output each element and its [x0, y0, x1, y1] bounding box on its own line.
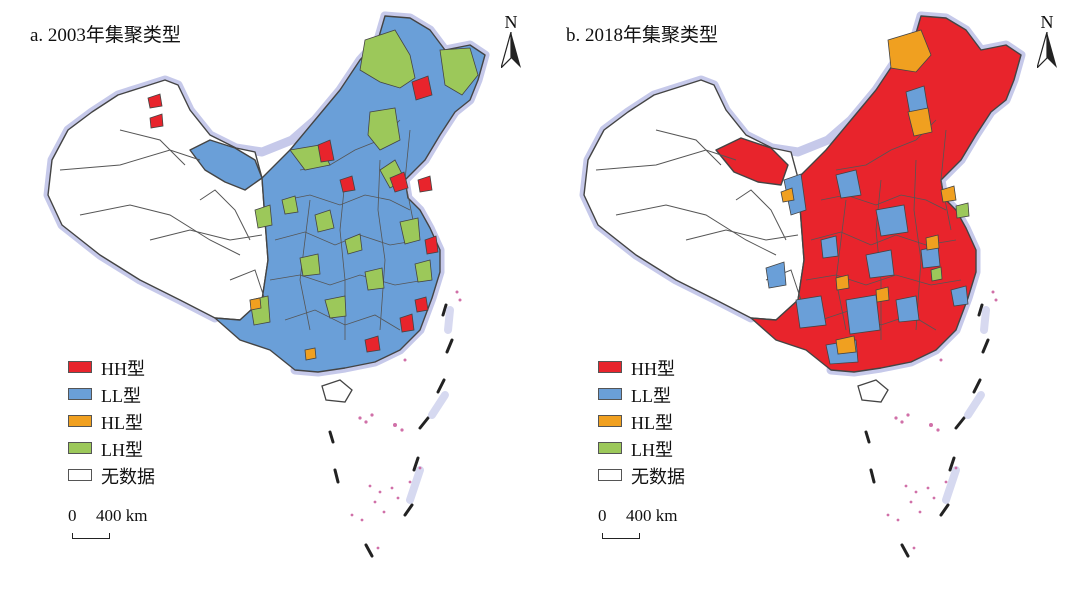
legend-swatch-hl [68, 415, 92, 427]
legend-label: HH型 [101, 359, 145, 379]
legend-label: HH型 [631, 359, 675, 379]
western-region-no-data [47, 79, 269, 321]
nine-dash-line [328, 303, 454, 558]
panel-title: a. 2003年集聚类型 [30, 25, 181, 46]
panel-title: b. 2018年集聚类型 [566, 25, 719, 46]
north-arrow-icon [501, 32, 521, 68]
legend-label: LL型 [101, 386, 141, 406]
south-china-sea-islands [350, 290, 462, 550]
eastern-region [214, 15, 486, 373]
ll-regions [765, 85, 969, 365]
legend-swatch-hl [598, 415, 622, 427]
legend-label: 无数据 [631, 467, 685, 487]
legend-label: LL型 [631, 386, 671, 406]
south-china-sea-halo [406, 306, 454, 504]
china-outline [583, 15, 1022, 373]
legend-label: LH型 [101, 440, 143, 460]
hl-regions [780, 29, 957, 355]
legend-swatch-lh [68, 442, 92, 454]
north-arrow-icon [1037, 32, 1057, 68]
province-boundaries [59, 129, 266, 301]
legend-label: LH型 [631, 440, 673, 460]
map-panel-2003: a. 2003年集聚类型 [30, 11, 526, 558]
north-arrow: N [496, 12, 526, 70]
legend-swatch-lh [598, 442, 622, 454]
legend-swatch-no-data [68, 469, 92, 481]
south-china-sea-islands [886, 290, 998, 550]
scale-start-label: 0 [68, 506, 77, 525]
scale-end-label: 400 km [96, 506, 148, 525]
legend-swatch-hh [598, 361, 622, 373]
hl-regions [249, 297, 317, 361]
legend-swatch-no-data [598, 469, 622, 481]
china-map-2003 [43, 11, 490, 558]
lh-regions [930, 202, 970, 282]
scale-bar-line [72, 533, 110, 539]
scale-end-label: 400 km [626, 506, 678, 525]
china-map-2018 [579, 11, 1026, 558]
map-panel-2018: b. 2018年集聚类型 [536, 0, 1072, 600]
north-label: N [1040, 12, 1054, 32]
south-china-sea-halo [942, 306, 990, 504]
scale-bar-line [602, 533, 640, 539]
legend-label: 无数据 [101, 467, 155, 487]
north-label: N [504, 12, 518, 32]
province-boundaries [595, 129, 802, 301]
legend-swatch-ll [598, 388, 622, 400]
inner-mongolia-west-hh [715, 137, 789, 186]
scale-start-label: 0 [598, 506, 607, 525]
inner-mongolia-west-ll [189, 139, 263, 191]
legend-swatch-ll [68, 388, 92, 400]
legend-swatch-hh [68, 361, 92, 373]
scale-bar: 0 400 km [68, 506, 188, 540]
legend-label: HL型 [631, 413, 673, 433]
eastern-region [750, 15, 1022, 373]
hainan-island [857, 379, 889, 403]
legend-label: HL型 [101, 413, 143, 433]
hainan-island [321, 379, 353, 403]
lh-regions [249, 29, 479, 326]
hh-regions [147, 75, 439, 353]
scale-bar: 0 400 km [598, 506, 718, 540]
china-outline [47, 15, 486, 373]
nine-dash-line [864, 303, 990, 558]
north-arrow: N [1032, 12, 1062, 70]
